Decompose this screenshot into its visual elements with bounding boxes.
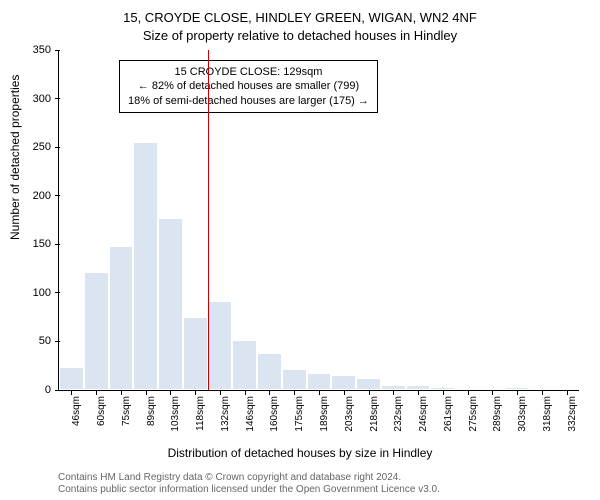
y-tick-label: 350 (33, 44, 57, 56)
histogram-bar (257, 353, 282, 390)
histogram-bar (84, 272, 109, 391)
marker-line (208, 50, 209, 390)
x-tick-label: 332sqm (567, 396, 578, 432)
chart-title-line2: Size of property relative to detached ho… (0, 28, 600, 43)
x-tick-mark (344, 390, 345, 395)
x-tick-mark (146, 390, 147, 395)
x-tick-label: 232sqm (393, 396, 404, 432)
x-tick-mark (492, 390, 493, 395)
y-tick-mark (55, 98, 60, 99)
x-tick-label: 261sqm (443, 396, 454, 432)
x-tick-mark (418, 390, 419, 395)
x-tick-label: 89sqm (146, 396, 157, 426)
x-tick-label: 103sqm (170, 396, 181, 432)
y-tick-mark (55, 195, 60, 196)
x-tick-label: 75sqm (121, 396, 132, 426)
y-tick-label: 300 (33, 93, 57, 105)
x-tick-label: 146sqm (245, 396, 256, 432)
y-tick-mark (55, 50, 60, 51)
histogram-bar (307, 373, 332, 390)
y-tick-mark (55, 244, 60, 245)
x-tick-mark (319, 390, 320, 395)
x-tick-mark (468, 390, 469, 395)
x-tick-label: 275sqm (468, 396, 479, 432)
x-tick-mark (121, 390, 122, 395)
chart-title-line1: 15, CROYDE CLOSE, HINDLEY GREEN, WIGAN, … (0, 10, 600, 25)
x-tick-mark (443, 390, 444, 395)
x-tick-mark (567, 390, 568, 395)
x-tick-mark (96, 390, 97, 395)
histogram-bar (133, 142, 158, 390)
x-tick-label: 289sqm (492, 396, 503, 432)
x-tick-label: 203sqm (344, 396, 355, 432)
annotation-box: 15 CROYDE CLOSE: 129sqm ← 82% of detache… (119, 60, 378, 113)
annotation-line2: ← 82% of detached houses are smaller (79… (128, 79, 369, 93)
x-tick-label: 118sqm (195, 396, 206, 431)
footer-text: Contains HM Land Registry data © Crown c… (58, 472, 440, 496)
x-tick-label: 189sqm (319, 396, 330, 432)
y-tick-label: 250 (33, 141, 57, 153)
histogram-bar (282, 369, 307, 390)
chart-container: 15, CROYDE CLOSE, HINDLEY GREEN, WIGAN, … (0, 0, 600, 500)
histogram-bar (59, 367, 84, 390)
histogram-bar (232, 340, 257, 391)
x-tick-mark (517, 390, 518, 395)
y-tick-mark (55, 147, 60, 148)
y-tick-mark (55, 292, 60, 293)
plot-area: 15 CROYDE CLOSE: 129sqm ← 82% of detache… (58, 50, 579, 391)
x-tick-mark (269, 390, 270, 395)
x-tick-label: 175sqm (294, 396, 305, 432)
footer-line2: Contains public sector information licen… (58, 484, 440, 496)
histogram-bar (109, 246, 134, 390)
y-tick-label: 150 (33, 238, 57, 250)
x-tick-mark (369, 390, 370, 395)
x-tick-label: 160sqm (269, 396, 280, 432)
x-tick-mark (195, 390, 196, 395)
x-tick-label: 132sqm (220, 396, 231, 432)
x-tick-label: 60sqm (96, 396, 107, 426)
y-tick-label: 200 (33, 190, 57, 202)
x-tick-label: 303sqm (517, 396, 528, 432)
x-tick-mark (393, 390, 394, 395)
x-tick-label: 246sqm (418, 396, 429, 432)
x-tick-label: 46sqm (71, 396, 82, 426)
histogram-bar (158, 218, 183, 390)
histogram-bar (183, 317, 208, 390)
x-tick-mark (220, 390, 221, 395)
x-tick-mark (245, 390, 246, 395)
x-tick-mark (71, 390, 72, 395)
y-tick-label: 100 (33, 287, 57, 299)
y-axis-label: Number of detached properties (8, 75, 22, 240)
histogram-bar (208, 301, 233, 390)
x-tick-label: 318sqm (542, 396, 553, 432)
histogram-bar (356, 378, 381, 390)
x-tick-label: 218sqm (369, 396, 380, 432)
histogram-bar (331, 375, 356, 390)
x-tick-mark (294, 390, 295, 395)
annotation-line3: 18% of semi-detached houses are larger (… (128, 94, 369, 108)
x-tick-mark (170, 390, 171, 395)
annotation-line1: 15 CROYDE CLOSE: 129sqm (128, 65, 369, 79)
x-tick-mark (542, 390, 543, 395)
y-tick-mark (55, 341, 60, 342)
x-axis-label: Distribution of detached houses by size … (0, 446, 600, 460)
footer-line1: Contains HM Land Registry data © Crown c… (58, 472, 440, 484)
